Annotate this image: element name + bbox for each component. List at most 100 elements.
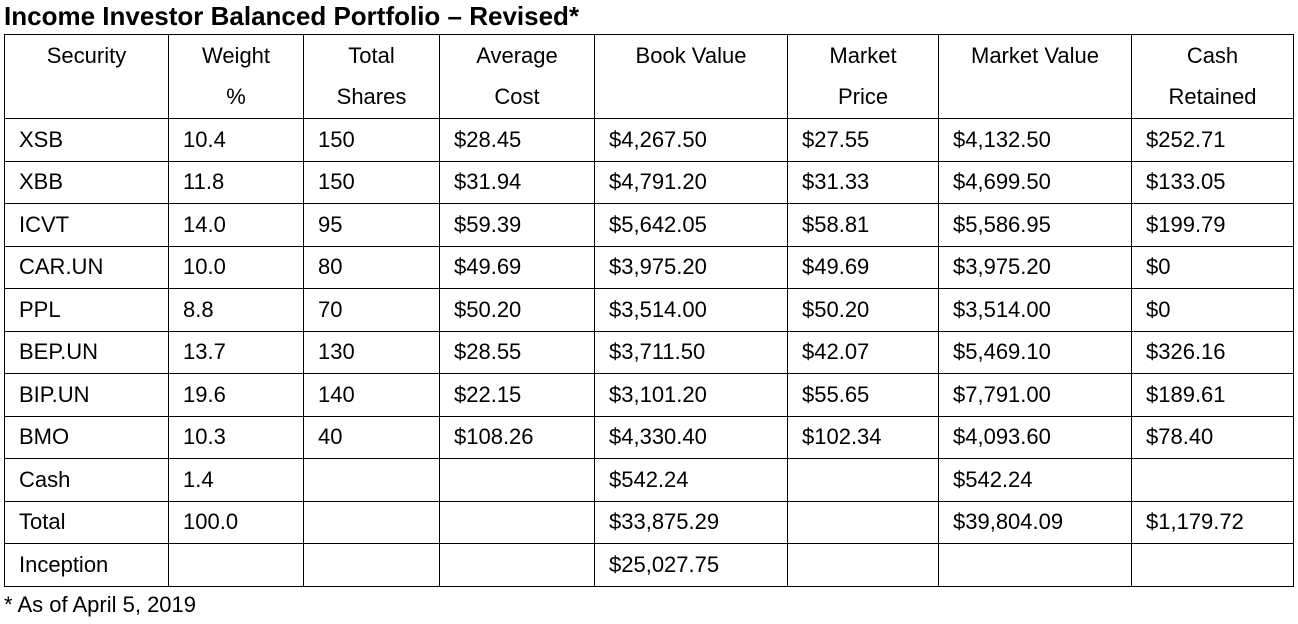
table-cell-average-cost: $28.55 bbox=[439, 330, 595, 374]
table-cell-book-value: $3,711.50 bbox=[594, 330, 788, 374]
column-header-line2: Cost bbox=[494, 84, 540, 109]
table-cell-book-value: $33,875.29 bbox=[594, 500, 788, 544]
table-cell-market-value: $5,586.95 bbox=[938, 203, 1132, 247]
table-cell-cash-retained: $0 bbox=[1131, 245, 1294, 289]
table-cell-total-shares: 150 bbox=[303, 118, 440, 162]
table-row: BMO 10.3 40 $108.26 $4,330.40 $102.34 $4,093.6… bbox=[4, 415, 1294, 459]
column-header-line2 bbox=[607, 76, 775, 117]
column-header-market-value: Market Value bbox=[938, 34, 1132, 119]
table-cell-security: XSB bbox=[4, 118, 169, 162]
column-header-line1: Weight bbox=[201, 43, 271, 68]
table-cell-average-cost bbox=[439, 500, 595, 544]
table-cell-book-value: $4,791.20 bbox=[594, 160, 788, 204]
table-cell-total-shares: 80 bbox=[303, 245, 440, 289]
column-header-line1: Average bbox=[476, 43, 558, 68]
table-cell-weight: 8.8 bbox=[168, 288, 304, 332]
table-row: CAR.UN 10.0 80 $49.69 $3,975.20 $49.69 $3,975.… bbox=[4, 245, 1294, 289]
table-cell-average-cost: $31.94 bbox=[439, 160, 595, 204]
table-cell-market-value: $39,804.09 bbox=[938, 500, 1132, 544]
table-cell-weight: 10.4 bbox=[168, 118, 304, 162]
table-cell-average-cost: $108.26 bbox=[439, 415, 595, 459]
table-cell-security: Inception bbox=[4, 543, 169, 587]
table-cell-total-shares bbox=[303, 458, 440, 502]
table-cell-weight: 13.7 bbox=[168, 330, 304, 374]
table-cell-market-price: $42.07 bbox=[787, 330, 939, 374]
table-cell-cash-retained bbox=[1131, 543, 1294, 587]
table-cell-market-value: $4,132.50 bbox=[938, 118, 1132, 162]
table-row: Total 100.0 $33,875.29 $39,804.09 $1,179.72 bbox=[4, 500, 1294, 544]
column-header-line1: Total bbox=[348, 43, 395, 68]
portfolio-table: Security Weight% Total Shares Average Cost Boo… bbox=[4, 34, 1294, 587]
table-header: Security Weight% Total Shares Average Cost Boo… bbox=[4, 34, 1294, 119]
table-cell-weight: 1.4 bbox=[168, 458, 304, 502]
table-cell-market-value: $7,791.00 bbox=[938, 373, 1132, 417]
table-cell-cash-retained: $199.79 bbox=[1131, 203, 1294, 247]
table-cell-weight: 14.0 bbox=[168, 203, 304, 247]
header-row: Security Weight% Total Shares Average Cost Boo… bbox=[4, 34, 1294, 119]
column-header-line1: Security bbox=[46, 43, 127, 68]
table-cell-cash-retained: $133.05 bbox=[1131, 160, 1294, 204]
table-cell-weight: 19.6 bbox=[168, 373, 304, 417]
table-cell-market-value: $3,975.20 bbox=[938, 245, 1132, 289]
table-cell-total-shares: 40 bbox=[303, 415, 440, 459]
table-cell-book-value: $542.24 bbox=[594, 458, 788, 502]
table-cell-total-shares bbox=[303, 543, 440, 587]
table-cell-weight bbox=[168, 543, 304, 587]
table-cell-cash-retained: $326.16 bbox=[1131, 330, 1294, 374]
table-cell-weight: 100.0 bbox=[168, 500, 304, 544]
table-cell-market-value: $3,514.00 bbox=[938, 288, 1132, 332]
table-cell-total-shares bbox=[303, 500, 440, 544]
table-cell-average-cost: $22.15 bbox=[439, 373, 595, 417]
table-cell-cash-retained: $78.40 bbox=[1131, 415, 1294, 459]
column-header-line2: % bbox=[226, 84, 246, 109]
table-cell-security: PPL bbox=[4, 288, 169, 332]
table-cell-market-value: $542.24 bbox=[938, 458, 1132, 502]
table-cell-security: Cash bbox=[4, 458, 169, 502]
table-cell-security: Total bbox=[4, 500, 169, 544]
column-header-total-shares: Total Shares bbox=[303, 34, 440, 119]
column-header-cash-retained: Cash Retained bbox=[1131, 34, 1294, 119]
table-cell-average-cost bbox=[439, 458, 595, 502]
table-cell-cash-retained: $252.71 bbox=[1131, 118, 1294, 162]
table-cell-market-price: $55.65 bbox=[787, 373, 939, 417]
table-cell-market-value: $4,093.60 bbox=[938, 415, 1132, 459]
table-cell-book-value: $5,642.05 bbox=[594, 203, 788, 247]
table-cell-average-cost: $49.69 bbox=[439, 245, 595, 289]
column-header-line2: Price bbox=[837, 84, 889, 109]
table-row: BEP.UN 13.7 130 $28.55 $3,711.50 $42.07 $5,469… bbox=[4, 330, 1294, 374]
table-cell-security: XBB bbox=[4, 160, 169, 204]
table-row: XSB 10.4 150 $28.45 $4,267.50 $27.55 $4,132.50… bbox=[4, 118, 1294, 162]
column-header-line2: Shares bbox=[336, 84, 407, 109]
table-cell-book-value: $25,027.75 bbox=[594, 543, 788, 587]
column-header-market-price: Market Price bbox=[787, 34, 939, 119]
column-header-line2: Retained bbox=[1168, 84, 1257, 109]
table-row: XBB 11.8 150 $31.94 $4,791.20 $31.33 $4,699.50… bbox=[4, 160, 1294, 204]
table-cell-total-shares: 150 bbox=[303, 160, 440, 204]
table-cell-market-value bbox=[938, 543, 1132, 587]
table-cell-total-shares: 140 bbox=[303, 373, 440, 417]
table-cell-market-price: $102.34 bbox=[787, 415, 939, 459]
table-cell-security: BEP.UN bbox=[4, 330, 169, 374]
table-cell-market-price bbox=[787, 500, 939, 544]
table-cell-average-cost: $59.39 bbox=[439, 203, 595, 247]
column-header-line1: Book Value bbox=[635, 43, 747, 68]
table-cell-cash-retained: $0 bbox=[1131, 288, 1294, 332]
table-cell-total-shares: 70 bbox=[303, 288, 440, 332]
table-cell-market-value: $5,469.10 bbox=[938, 330, 1132, 374]
table-row: PPL 8.8 70 $50.20 $3,514.00 $50.20 $3,514.00 $0 bbox=[4, 288, 1294, 332]
footnote: * As of April 5, 2019 bbox=[4, 592, 197, 617]
table-cell-average-cost bbox=[439, 543, 595, 587]
table-row: ICVT 14.0 95 $59.39 $5,642.05 $58.81 $5,586.95… bbox=[4, 203, 1294, 247]
table-cell-average-cost: $28.45 bbox=[439, 118, 595, 162]
table-cell-book-value: $3,514.00 bbox=[594, 288, 788, 332]
table-cell-security: BIP.UN bbox=[4, 373, 169, 417]
column-header-line2 bbox=[17, 76, 156, 117]
table-cell-security: ICVT bbox=[4, 203, 169, 247]
table-cell-book-value: $3,101.20 bbox=[594, 373, 788, 417]
table-cell-market-price: $58.81 bbox=[787, 203, 939, 247]
table-cell-average-cost: $50.20 bbox=[439, 288, 595, 332]
table-cell-book-value: $4,267.50 bbox=[594, 118, 788, 162]
table-cell-book-value: $3,975.20 bbox=[594, 245, 788, 289]
table-cell-market-price: $50.20 bbox=[787, 288, 939, 332]
column-header-line1: Cash bbox=[1186, 43, 1239, 68]
